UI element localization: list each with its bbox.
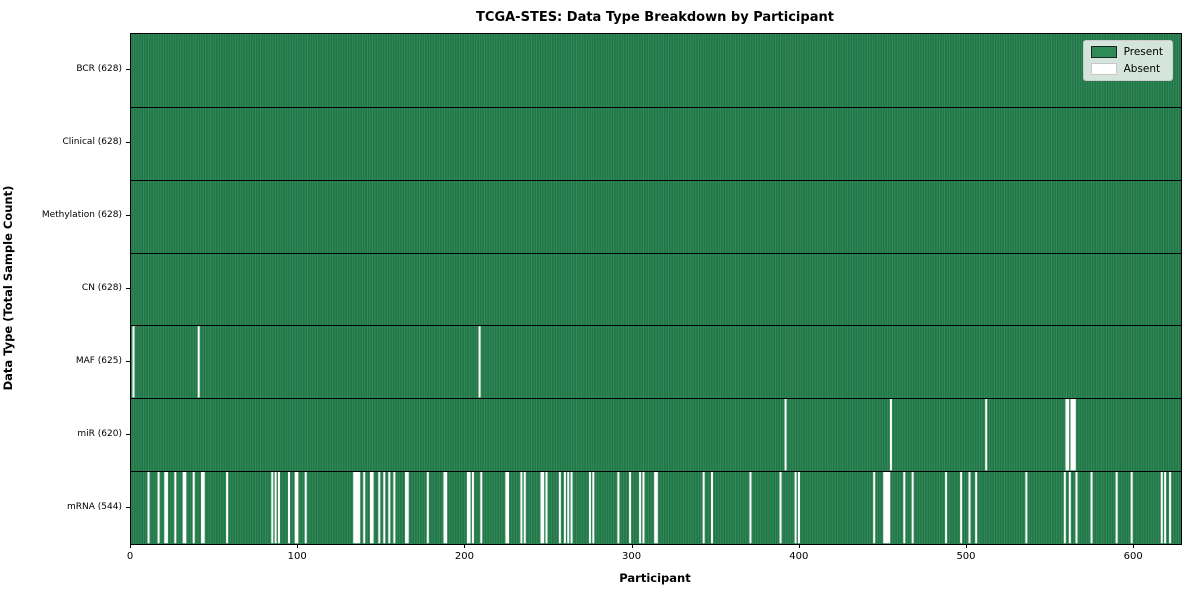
legend-label-absent: Absent <box>1123 63 1161 75</box>
x-tick-mark <box>464 544 466 548</box>
y-tick-label-maf: MAF (625) <box>75 355 122 366</box>
y-tick-label-methylation: Methylation (628) <box>41 210 122 221</box>
x-tick-label-0: 0 <box>126 551 134 562</box>
x-tick-mark <box>631 544 633 548</box>
y-tick-mark <box>126 69 130 71</box>
y-tick-mark <box>126 288 130 289</box>
y-tick-mark <box>126 142 130 144</box>
chart-title: TCGA-STES: Data Type Breakdown by Partic… <box>476 10 834 25</box>
y-tick-mark <box>126 506 130 508</box>
y-tick-label-bcr: BCR (628) <box>76 64 122 75</box>
x-tick-label-500: 500 <box>956 551 976 562</box>
x-axis-label: Participant <box>619 571 691 585</box>
legend-label-present: Present <box>1123 46 1163 58</box>
y-axis-label: Data Type (Total Sample Count) <box>1 185 15 391</box>
x-tick-label-300: 300 <box>622 551 642 562</box>
y-tick-label-mir: miR (620) <box>77 428 122 439</box>
x-tick-mark <box>297 544 299 548</box>
x-tick-mark <box>130 544 131 548</box>
y-tick-label-mrna: mRNA (544) <box>67 501 122 512</box>
y-tick-label-clinical: Clinical (628) <box>62 137 122 148</box>
heatmap-canvas <box>131 34 1181 544</box>
y-tick-label-cn: CN (628) <box>81 283 122 293</box>
absent-swatch <box>1090 63 1117 75</box>
plot-area: Present Absent <box>130 33 1182 545</box>
y-tick-mark <box>126 433 130 435</box>
present-swatch <box>1090 46 1117 58</box>
legend-entry-present: Present <box>1090 46 1163 58</box>
legend: Present Absent <box>1082 40 1173 81</box>
x-tick-label-200: 200 <box>454 551 474 562</box>
x-tick-label-400: 400 <box>789 551 809 562</box>
x-tick-mark <box>1133 544 1135 548</box>
legend-entry-absent: Absent <box>1090 63 1163 75</box>
x-tick-label-600: 600 <box>1123 551 1143 562</box>
y-tick-mark <box>126 360 130 362</box>
x-tick-label-100: 100 <box>287 551 307 562</box>
x-tick-mark <box>798 544 800 548</box>
x-tick-mark <box>965 544 967 548</box>
y-tick-mark <box>126 215 130 217</box>
